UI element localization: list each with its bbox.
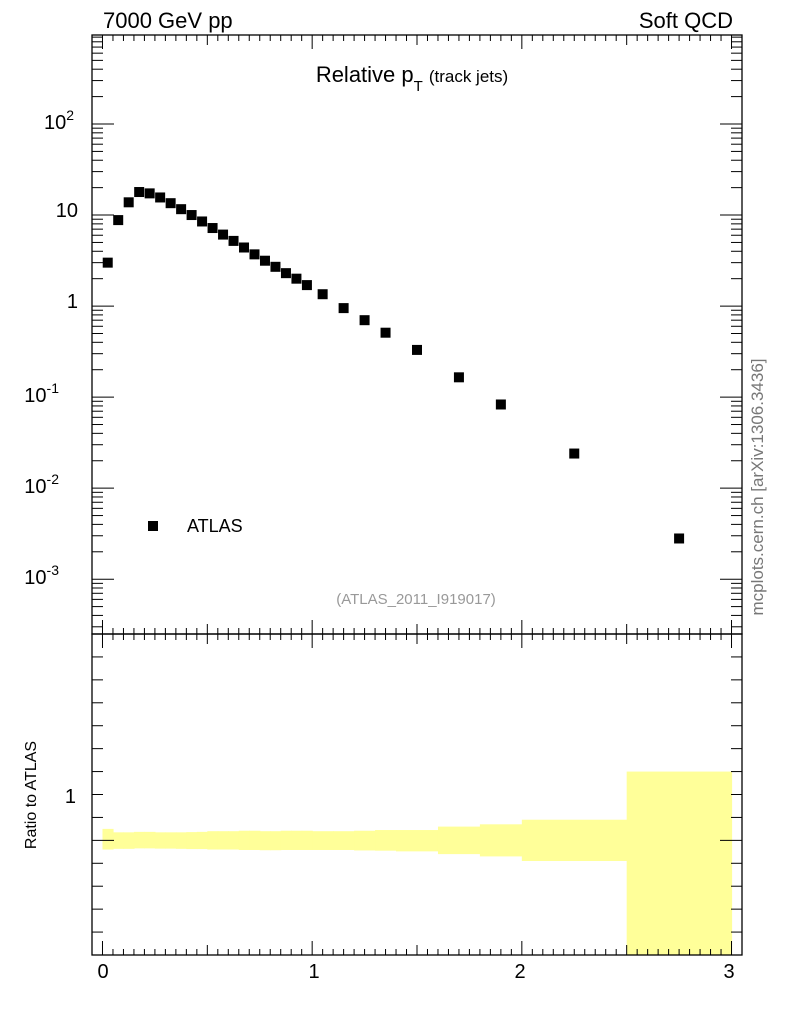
ratio-band-bin [259,831,271,851]
legend-marker [148,521,158,531]
data-point [453,372,464,383]
data-point [280,268,291,279]
ratio-band-bin [270,831,282,851]
ratio-band-bin [626,771,733,955]
ratio-band-bin [175,832,187,849]
plot-title: Relative pT(track jets) [316,62,508,95]
ratio-band-bin [123,832,135,849]
data-point [155,192,166,203]
y-tick-label-0-001: 10-3 [24,562,59,589]
header-left: 7000 GeV pp [103,8,233,33]
main-plot-frame [91,34,743,635]
ratio-band-bin [354,830,376,851]
data-point [123,197,134,208]
y-tick-label-100: 102 [44,107,74,134]
ratio-band-bin [479,824,523,857]
x-tick-label-0: 0 [97,961,108,983]
ratio-band-bin [301,830,313,850]
data-point [228,235,239,246]
ratio-plot-panel: 1 Ratio to ATLAS 0 1 2 3 [23,633,743,983]
y-tick-labels: 102 10 1 10-1 10-2 10-3 [24,107,78,589]
data-point [338,303,349,314]
analysis-label: (ATLAS_2011_I919017) [336,591,496,608]
ratio-band-bin [333,831,355,850]
data-point [291,273,302,284]
y-tick-label-0-01: 10-2 [24,471,59,498]
data-point [301,280,312,291]
ratio-band-bin [217,831,229,850]
main-plot-panel: Relative pT(track jets) 102 10 1 10-1 10… [24,34,743,635]
data-point [113,215,124,226]
ratio-axis-ticks [92,634,742,956]
y-tick-label-1: 1 [67,291,78,313]
data-point [259,255,270,266]
ratio-band-bin [102,828,114,850]
ratio-band-bin [228,831,240,850]
ratio-tick-label-1: 1 [65,786,76,808]
data-point [569,448,580,459]
data-point [144,188,155,199]
ratio-band-bin [396,830,439,852]
ratio-band-bin [154,832,166,849]
data-point [207,223,218,234]
y-tick-label-10: 10 [56,200,78,222]
data-point [197,216,208,227]
header-right: Soft QCD [639,8,733,33]
ratio-band-bin [375,830,397,851]
ratio-band-bin [133,831,146,849]
data-point [359,315,370,326]
data-point [249,249,260,260]
x-tick-label-1: 1 [308,961,319,983]
main-x-axis-ticks [101,35,733,634]
ratio-band-bin [112,832,125,849]
data-point [270,261,281,272]
source-label: mcplots.cern.ch [arXiv:1306.3436] [748,358,767,615]
data-point [495,399,506,410]
data-point [218,229,229,240]
data-point [412,344,422,355]
data-point [317,289,328,300]
data-point [674,533,685,544]
data-point [380,327,391,338]
data-point [176,204,187,215]
ratio-band-bin [196,831,208,850]
y-axis-ticks [92,36,742,628]
ratio-band-bin [280,830,292,850]
ratio-band-bin [437,826,481,855]
x-tick-label-2: 2 [514,961,525,983]
ratio-band-bin [144,831,156,849]
ratio-axis-title: Ratio to ATLAS [23,741,40,849]
data-point [102,257,113,268]
ratio-band-bin [312,831,334,850]
legend-label: ATLAS [187,516,243,536]
data-point [165,198,176,209]
x-tick-labels: 0 1 2 3 [97,961,734,983]
ratio-band-bin [249,830,261,850]
atlas-data-points [102,187,685,544]
data-point [134,187,145,198]
ratio-band-bin [186,832,198,850]
ratio-band [102,771,733,955]
y-tick-label-0-1: 10-1 [24,380,59,407]
ratio-band-bin [207,831,219,850]
ratio-band-bin [165,832,177,849]
data-point [239,242,250,253]
ratio-band-bin [521,819,628,861]
ratio-band-bin [238,830,250,850]
ratio-band-bin [291,830,303,850]
data-point [186,210,197,221]
x-tick-label-3: 3 [723,961,734,983]
